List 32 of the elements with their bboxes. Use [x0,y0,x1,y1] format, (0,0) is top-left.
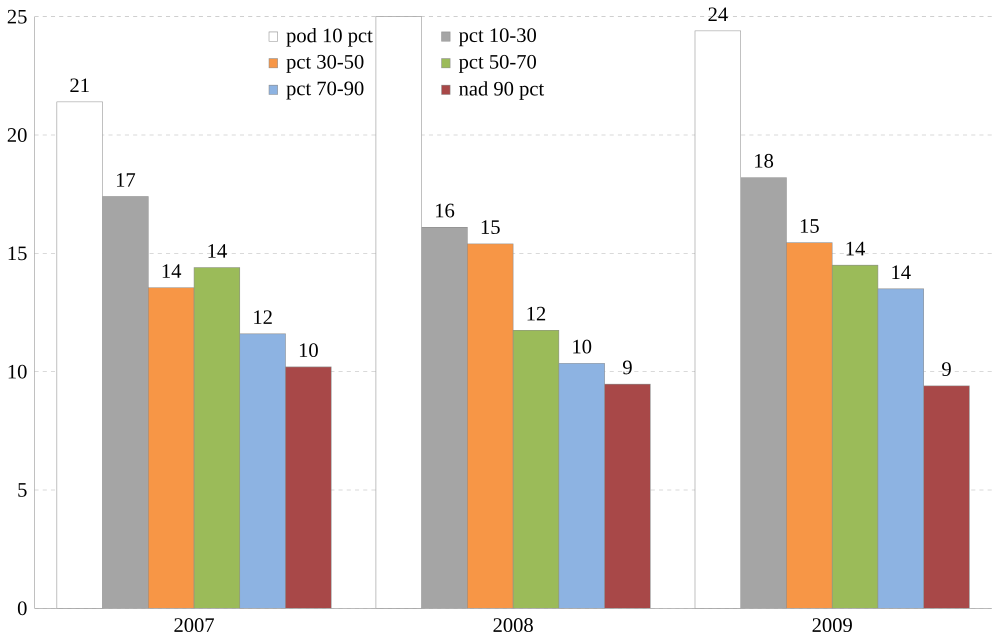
legend-label: pct 70-90 [286,82,364,100]
data-label: 9 [942,362,951,376]
data-label: 12 [528,306,546,320]
data-label: 15 [482,220,500,234]
legend-label: nad 90 pct [459,81,544,100]
legend-label: pct 10-30 [458,28,536,46]
legend-label: pct 30-50 [286,54,364,73]
data-label: 24 [708,8,728,22]
data-label: 18 [755,154,774,168]
data-label: 16 [436,204,454,218]
y-tick-label: 5 [18,483,27,497]
data-label: 12 [254,310,272,324]
data-label: 15 [800,219,819,233]
x-tick-label: 2008 [493,618,533,632]
y-tick-label: 0 [18,601,27,616]
y-tick-label: 20 [8,128,27,142]
x-tick-label: 2007 [174,618,214,632]
y-tick-label: 15 [8,246,27,260]
x-tick-label: 2009 [812,618,852,632]
data-label: 17 [116,173,136,187]
data-label: 14 [846,242,866,256]
data-label: 14 [892,265,911,280]
data-label: 10 [300,343,318,358]
data-label: 14 [208,244,227,258]
y-tick-label: 25 [8,10,27,24]
legend-label: pod 10 pct [286,28,373,47]
y-tick-label: 10 [8,364,27,379]
data-label: 21 [70,78,89,92]
data-label: 10 [573,340,592,354]
data-label: 9 [622,360,632,374]
data-label: 14 [162,264,182,278]
legend-label: pct 50-70 [458,54,536,73]
